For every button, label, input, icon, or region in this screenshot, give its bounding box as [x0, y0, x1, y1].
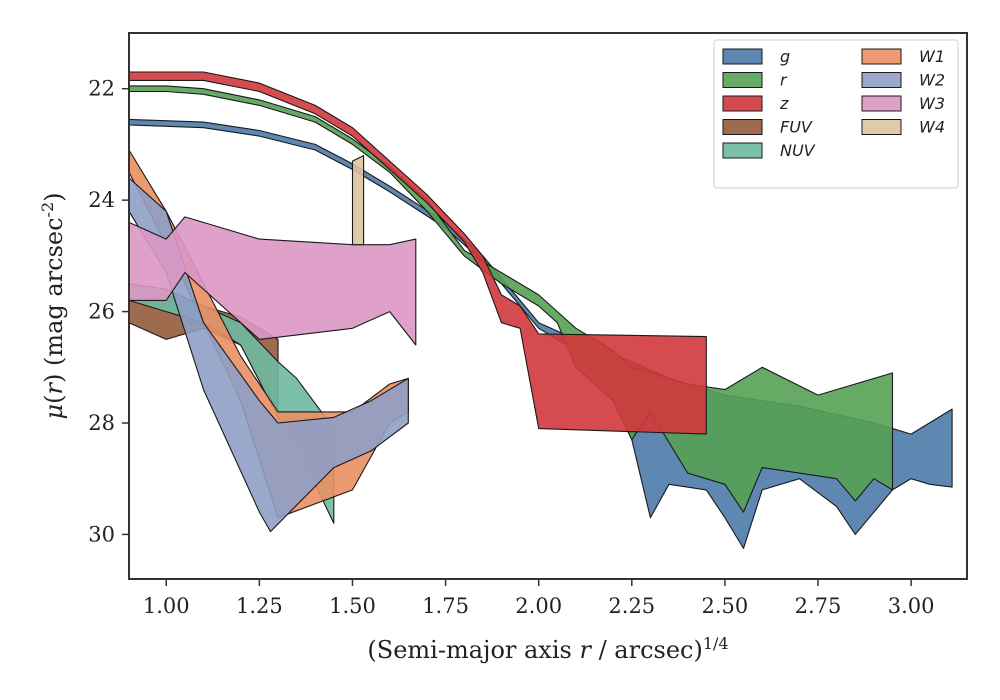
series-area-w4 — [351, 155, 365, 246]
y-tick-label: 24 — [88, 188, 115, 212]
x-tick-label: 2.25 — [608, 594, 655, 618]
x-tick-label: 1.50 — [329, 594, 376, 618]
series-area-z — [128, 71, 707, 435]
y-tick-label: 30 — [88, 522, 115, 546]
legend-swatch-w2 — [861, 72, 902, 88]
legend-swatch-z — [722, 95, 763, 112]
legend-label-w1: W1 — [919, 47, 945, 66]
x-tick-label: 3.00 — [888, 594, 935, 618]
x-axis-label: (Semi-major axis r / arcsec)1/4 — [367, 634, 728, 665]
y-tick-label: 28 — [88, 411, 115, 435]
legend-label-w4: W4 — [919, 118, 945, 137]
legend-label-nuv: NUV — [780, 141, 816, 160]
legend-swatch-w1 — [861, 48, 902, 65]
legend-label-r: r — [780, 71, 788, 90]
legend-swatch-w4 — [861, 119, 902, 135]
x-tick-label: 2.75 — [795, 594, 842, 618]
x-tick-label: 2.00 — [515, 594, 562, 618]
x-tick-label: 2.50 — [702, 594, 749, 618]
legend-label-z: z — [779, 94, 789, 113]
x-tick-label: 1.25 — [236, 594, 283, 618]
y-tick-label: 22 — [88, 77, 115, 101]
legend-swatch-g — [722, 48, 763, 65]
legend: grz FUV NUV W1 W2 W3 W4 — [713, 39, 959, 189]
series-area-w2 — [128, 177, 409, 533]
legend-label-g: g — [780, 47, 790, 66]
y-tick-label: 26 — [88, 300, 115, 324]
plot-frame — [128, 32, 968, 580]
legend-swatch-fuv — [722, 119, 763, 135]
legend-label-w3: W3 — [919, 94, 945, 113]
x-tick-label: 1.00 — [143, 594, 190, 618]
x-tick-label: 1.75 — [422, 594, 469, 618]
x-axis-ticks: 1.00 1.25 1.50 1.75 2.00 2.25 2.50 2.75 3.00 — [143, 579, 935, 618]
series-area-w3 — [128, 216, 417, 346]
y-axis-ticks: 22 24 26 28 30 — [88, 77, 129, 546]
legend-label-fuv: FUV — [780, 118, 813, 137]
legend-swatch-w3 — [861, 95, 902, 112]
legend-swatch-nuv — [722, 142, 763, 159]
legend-label-w2: W2 — [919, 71, 945, 90]
series-areas — [128, 71, 953, 549]
y-axis-label: μ(r) (mag arcsec-2) — [38, 192, 69, 419]
legend-swatch-r — [722, 72, 763, 88]
